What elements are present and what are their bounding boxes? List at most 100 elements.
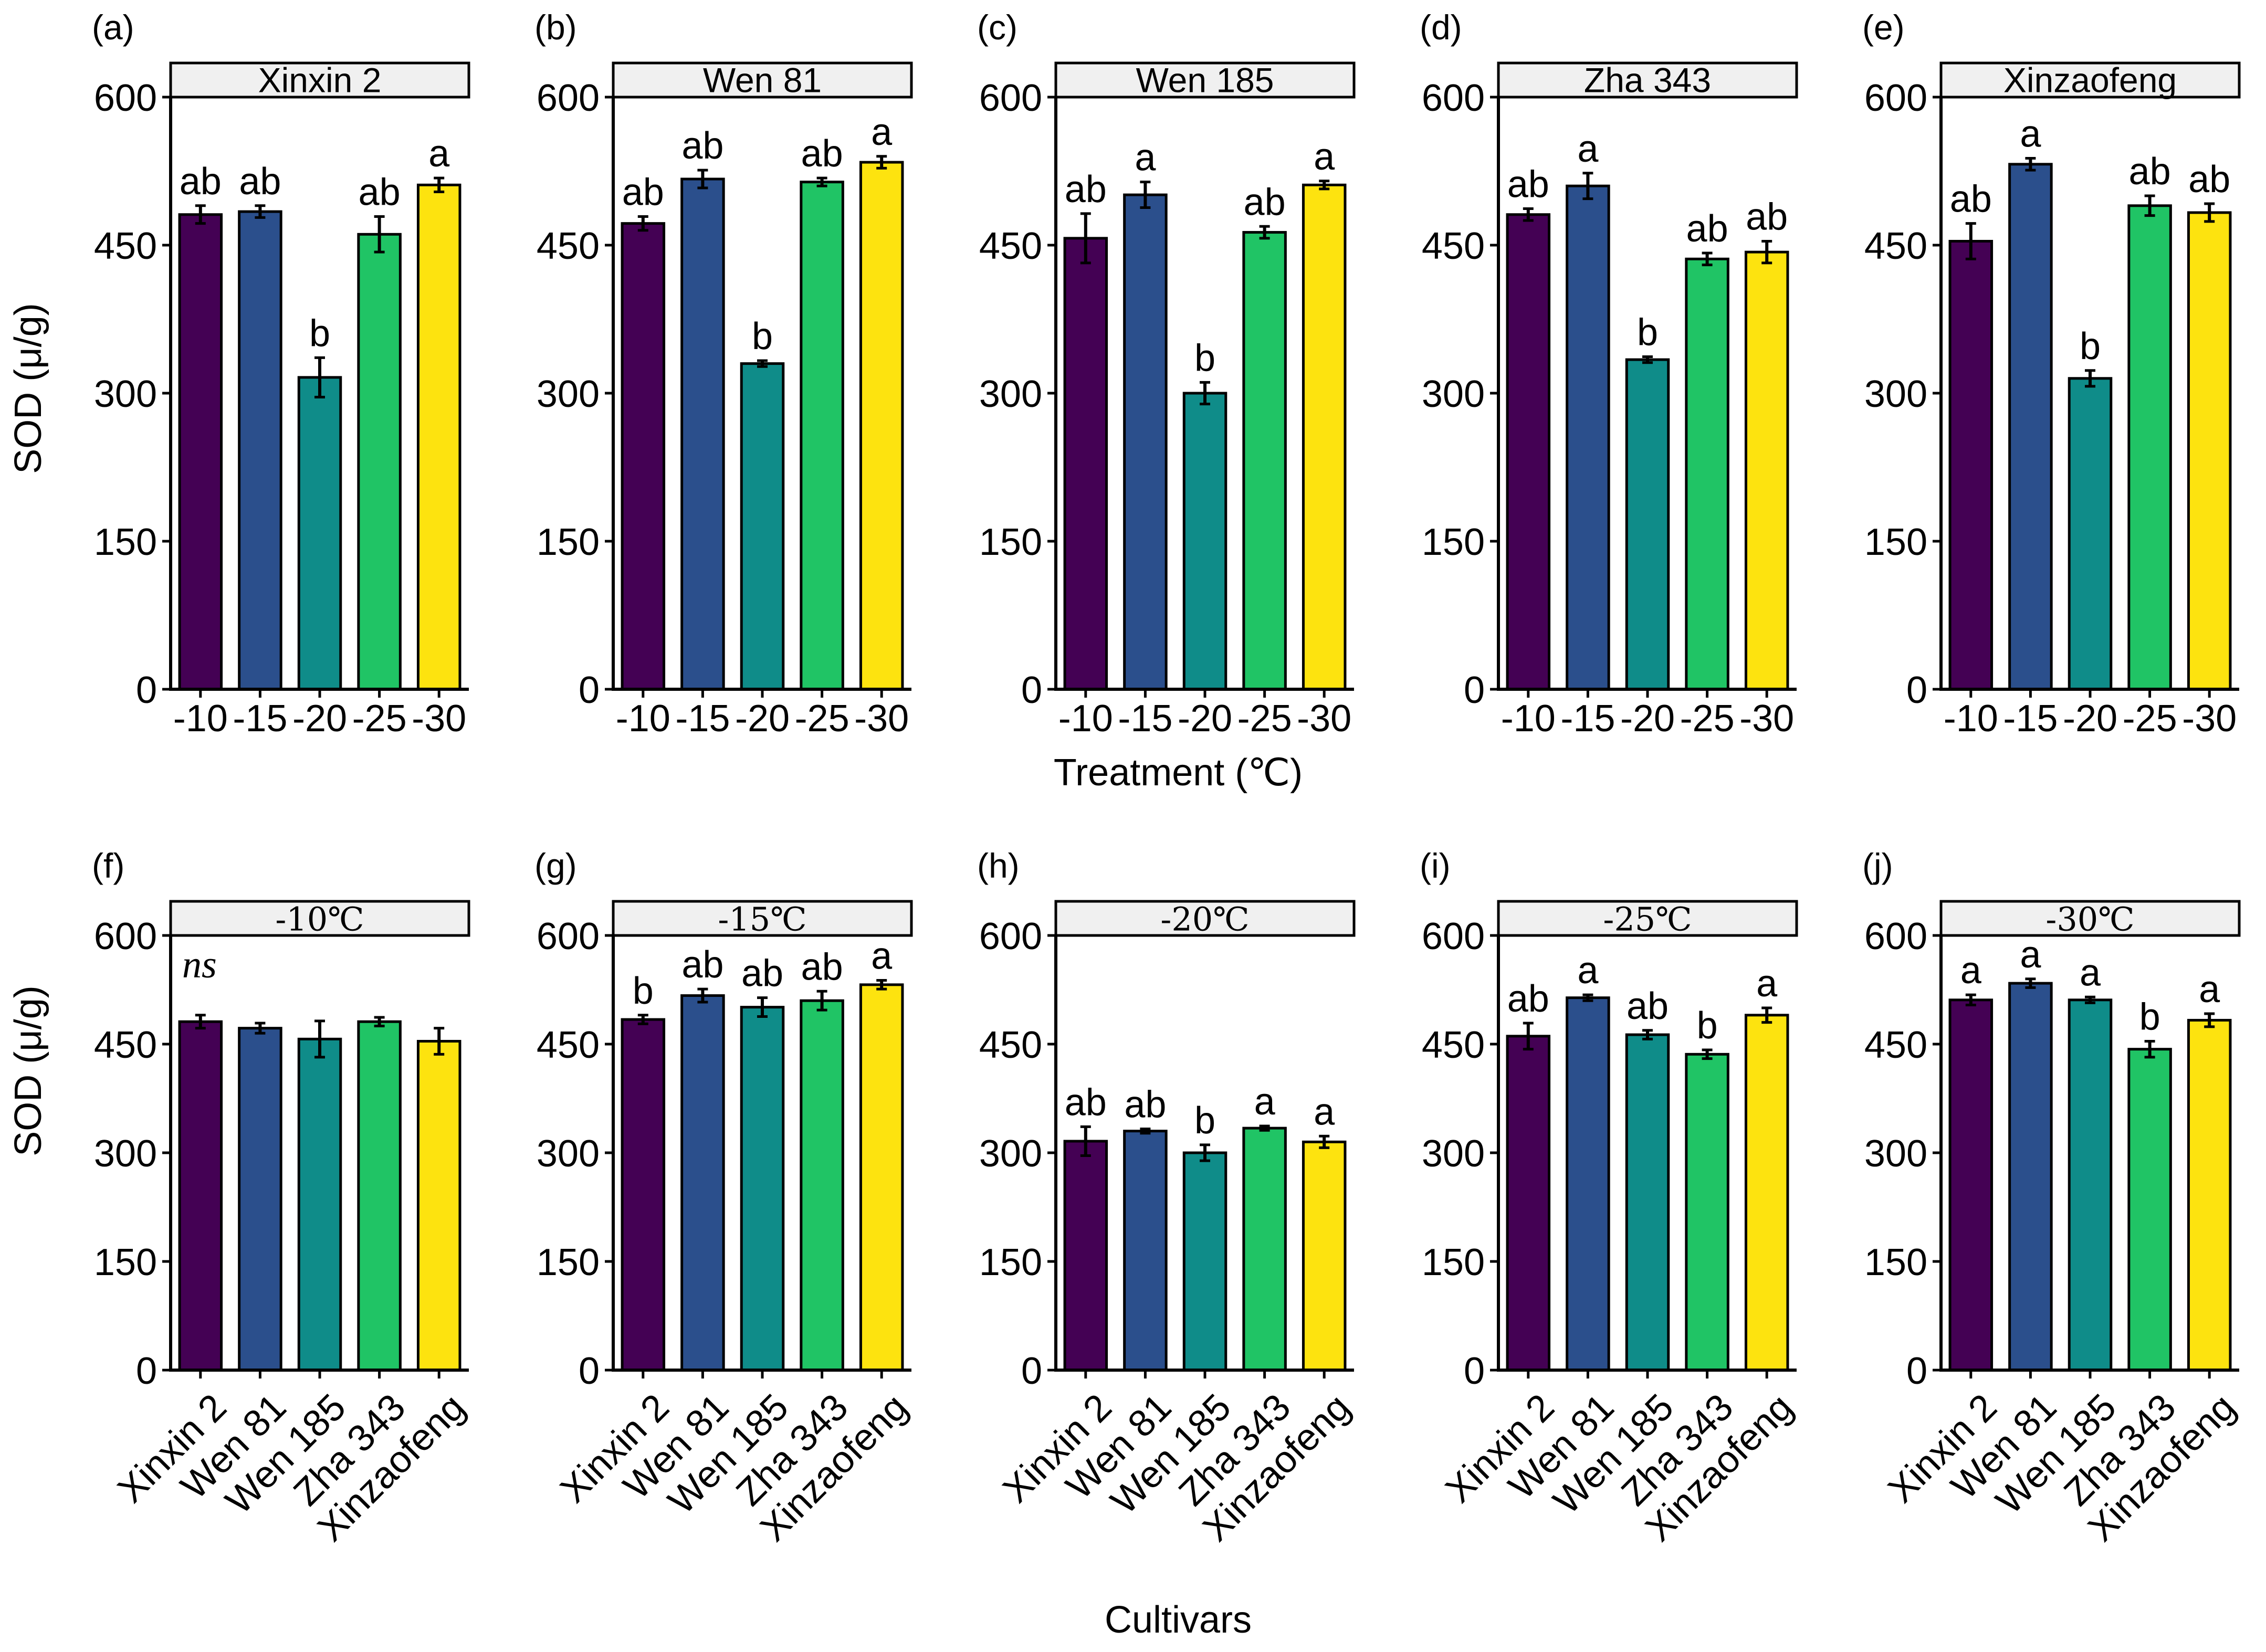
significance-label: a — [1314, 136, 1335, 178]
y-tick-label: 600 — [979, 77, 1042, 119]
x-tick-label: -10 — [616, 698, 670, 740]
bar — [1566, 996, 1610, 1372]
y-tick-label: 300 — [94, 1133, 157, 1175]
significance-label: b — [633, 970, 654, 1012]
bar — [1744, 250, 1789, 691]
strip-box — [1054, 61, 1356, 99]
x-axis-title-cultivars: Cultivars — [1105, 1599, 1252, 1641]
panel-tag: (h) — [977, 846, 1020, 885]
y-tick-label: 600 — [1864, 77, 1927, 119]
y-tick-label: 150 — [1422, 521, 1485, 563]
significance-label: ab — [801, 133, 843, 175]
panel-tag: (d) — [1420, 8, 1462, 47]
significance-label: ab — [1244, 181, 1286, 223]
y-tick-label: 300 — [1422, 373, 1485, 415]
strip-box — [1497, 900, 1798, 937]
y-tick-label: 0 — [1906, 669, 1927, 711]
bar — [859, 983, 904, 1372]
strip-box — [1054, 900, 1356, 937]
y-tick-label: 450 — [1864, 1024, 1927, 1066]
x-tick-label: -30 — [1297, 698, 1351, 740]
significance-label: ab — [1065, 169, 1107, 211]
bar — [357, 1020, 402, 1372]
y-axis-title-top: SOD (μ/g) — [7, 303, 49, 474]
significance-label: b — [1194, 337, 1215, 379]
y-tick-label: 600 — [1422, 77, 1485, 119]
y-tick-label: 450 — [537, 1024, 600, 1066]
strip-box — [612, 900, 913, 937]
y-tick-label: 450 — [537, 225, 600, 267]
y-tick-label: 300 — [979, 373, 1042, 415]
bar — [680, 994, 725, 1372]
bar — [238, 210, 282, 691]
y-tick-label: 600 — [94, 916, 157, 957]
y-tick-label: 150 — [1864, 1241, 1927, 1283]
y-tick-label: 300 — [1864, 373, 1927, 415]
x-tick-label: -30 — [2182, 698, 2237, 740]
x-tick-label: -30 — [1739, 698, 1794, 740]
x-tick-label: -25 — [352, 698, 407, 740]
significance-label: a — [2020, 934, 2041, 976]
x-tick-label: -20 — [1178, 698, 1232, 740]
bar — [1685, 1053, 1729, 1372]
significance-label: a — [1756, 963, 1778, 1005]
y-tick-label: 150 — [979, 1241, 1042, 1283]
x-tick-label: -30 — [412, 698, 466, 740]
y-tick-label: 150 — [94, 521, 157, 563]
y-tick-label: 450 — [1864, 225, 1927, 267]
significance-label: b — [1194, 1100, 1215, 1142]
bar — [2127, 1048, 2172, 1372]
panel-tag: (b) — [534, 8, 577, 47]
significance-label: ab — [1746, 196, 1788, 238]
y-tick-label: 150 — [94, 1241, 157, 1283]
bar — [1625, 1033, 1670, 1372]
significance-label: a — [2199, 969, 2220, 1011]
bar — [740, 1006, 785, 1372]
y-tick-label: 450 — [1422, 1024, 1485, 1066]
bar — [1506, 1035, 1551, 1372]
bar — [1063, 1140, 1108, 1372]
significance-label: a — [1960, 950, 1982, 992]
significance-label: b — [2080, 325, 2101, 367]
y-tick-label: 0 — [1464, 669, 1485, 711]
x-tick-label: -25 — [2123, 698, 2177, 740]
x-tick-label: -20 — [2063, 698, 2117, 740]
significance-label: ab — [741, 953, 783, 995]
bar — [1123, 193, 1168, 691]
strip-label: -20℃ — [1160, 900, 1249, 939]
strip-box — [1939, 900, 2241, 937]
x-tick-label: -30 — [854, 698, 909, 740]
y-tick-label: 150 — [979, 521, 1042, 563]
y-tick-label: 600 — [537, 916, 600, 957]
panel-tag: (a) — [92, 8, 134, 47]
significance-label: a — [1577, 128, 1599, 170]
strip-box — [169, 900, 470, 937]
bar — [2127, 204, 2172, 691]
strip-box — [1939, 61, 2241, 99]
panel-d: (d) Zha 343 ab -10 a -15 b -20 ab -25 ab -30 0 150 300… — [1420, 8, 1798, 740]
strip-label: -15℃ — [718, 900, 806, 939]
panel-c: (c) Wen 185 ab -10 a -15 b -20 ab -25 a -30 0 150 300 4… — [977, 8, 1356, 740]
x-tick-label: -20 — [292, 698, 347, 740]
significance-label: ab — [1686, 208, 1728, 250]
x-axis-title-treatment: Treatment (℃) — [1054, 752, 1303, 794]
strip-label: Zha 343 — [1584, 61, 1711, 100]
panel-a: (a) Xinxin 2 ab -10 ab -15 b -20 ab -25 a -30 0 150 30… — [92, 8, 470, 740]
bar — [1242, 1127, 1287, 1372]
strip-label: -10℃ — [275, 900, 364, 939]
bar — [1182, 1151, 1228, 1372]
y-tick-label: 0 — [136, 669, 157, 711]
significance-label: ab — [1627, 985, 1669, 1027]
x-tick-label: -25 — [1680, 698, 1735, 740]
significance-label: b — [2139, 996, 2160, 1038]
ns-annotation: ns — [182, 943, 217, 986]
significance-label: a — [428, 133, 450, 175]
x-tick-label: -10 — [173, 698, 228, 740]
x-tick-label: -15 — [233, 698, 287, 740]
y-tick-label: 300 — [1864, 1133, 1927, 1175]
bar — [800, 181, 844, 691]
bar — [1302, 1140, 1347, 1372]
y-axis-title-bottom: SOD (μ/g) — [7, 985, 49, 1156]
significance-label: ab — [681, 944, 723, 986]
